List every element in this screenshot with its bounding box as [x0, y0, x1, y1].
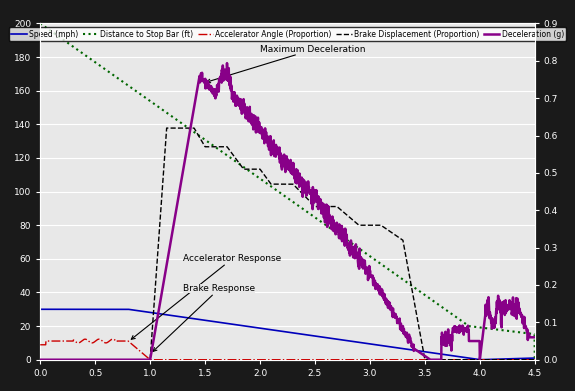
Text: Brake Response: Brake Response: [153, 284, 255, 352]
Legend: Speed (mph), Distance to Stop Bar (ft), Accelerator Angle (Proportion), Brake Di: Speed (mph), Distance to Stop Bar (ft), …: [9, 27, 566, 41]
Text: Maximum Deceleration: Maximum Deceleration: [207, 45, 366, 83]
Text: Accelerator Response: Accelerator Response: [131, 254, 281, 339]
